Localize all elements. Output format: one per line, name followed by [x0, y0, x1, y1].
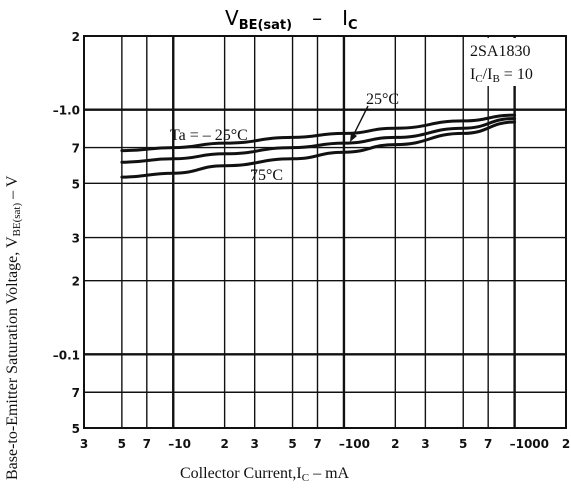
x-tick-label: 7: [484, 437, 492, 451]
curves: [120, 113, 517, 179]
annotation-25c-arrowhead: [350, 132, 357, 142]
chart-title: VBE(sat) – IC: [225, 6, 358, 33]
y-tick-label: 7: [72, 386, 80, 400]
x-axis-label: Collector Current,IC – mA: [180, 465, 350, 484]
x-tick-label: 2: [220, 437, 228, 451]
y-axis-label: Base-to-Emitter Saturation Voltage, VBE(…: [4, 175, 23, 480]
part-number: 2SA1830: [470, 43, 530, 60]
annotation-25c-pointer: [351, 105, 369, 139]
annotation-25c: 25°C: [366, 91, 399, 108]
x-tick-label: 3: [251, 437, 259, 451]
y-tick-label: 2: [72, 275, 80, 289]
x-tick-label: 5: [459, 437, 467, 451]
series-line-minus25c: [120, 113, 517, 153]
x-tick-label: 5: [288, 437, 296, 451]
y-tick-label: 5: [72, 177, 80, 191]
x-tick-label: 7: [313, 437, 321, 451]
annotation-ta-minus25: Ta = – 25°C: [170, 127, 248, 144]
plot-frame: [83, 35, 567, 429]
y-tick-label: 5: [72, 422, 80, 436]
y-tick-label: 7: [72, 142, 80, 156]
x-tick-label: 5: [118, 437, 126, 451]
y-tick-label: 2: [72, 30, 80, 44]
y-tick-label: 3: [72, 232, 80, 246]
x-tick-label: 2: [562, 437, 570, 451]
x-tick-labels: 3 5 7 –10 2 3 5 7 –100 2 3 5 7 –1000 2: [80, 437, 570, 451]
x-tick-label: 3: [80, 437, 88, 451]
x-tick-label: –1000: [510, 437, 549, 451]
x-tick-label: 7: [143, 437, 151, 451]
condition-label: IC/IB = 10: [470, 66, 533, 85]
grid: [83, 35, 567, 429]
annotation-75c: 75°C: [250, 167, 283, 184]
y-tick-label: –1.0: [53, 104, 80, 118]
series-line-75c: [120, 120, 517, 179]
y-tick-label: –0.1: [53, 348, 80, 362]
x-tick-label: 3: [421, 437, 429, 451]
condition-box: [468, 38, 564, 86]
x-tick-label: –10: [168, 437, 191, 451]
series-line-25c: [120, 117, 517, 164]
y-tick-labels: 2 –1.0 7 5 3 2 –0.1 7 5: [53, 30, 80, 436]
x-tick-label: –100: [339, 437, 370, 451]
x-tick-label: 2: [391, 437, 399, 451]
